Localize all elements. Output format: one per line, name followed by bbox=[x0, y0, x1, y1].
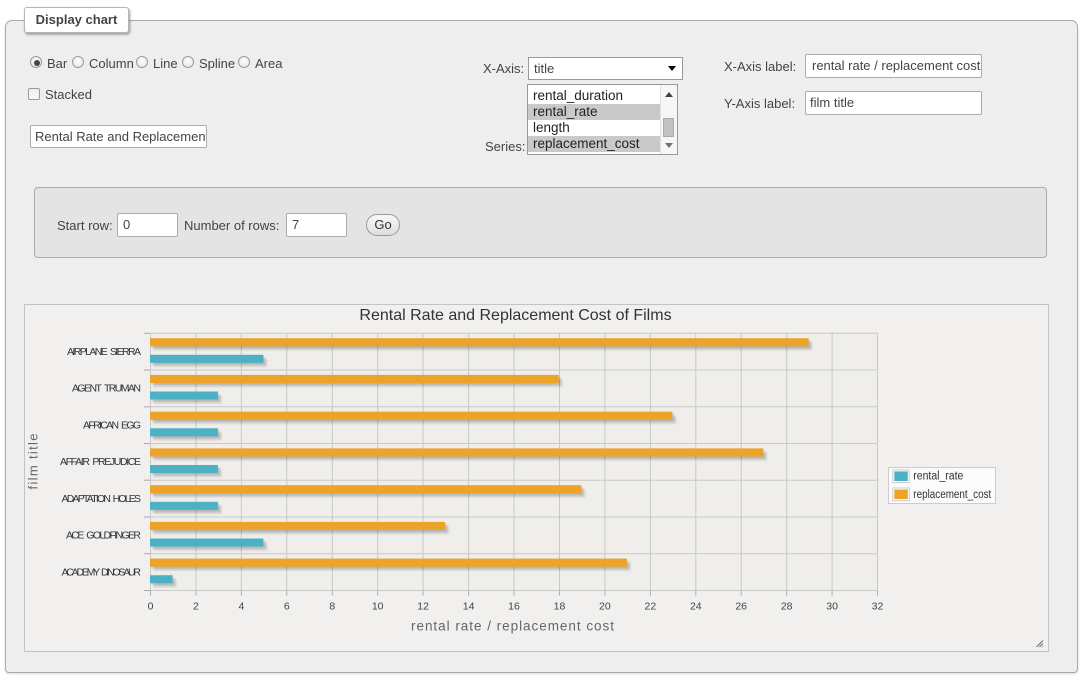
svg-text:30: 30 bbox=[826, 601, 838, 613]
svg-text:ACE GOLDFINGER: ACE GOLDFINGER bbox=[66, 530, 141, 542]
svg-text:AIRPLANE SIERRA: AIRPLANE SIERRA bbox=[67, 346, 141, 358]
svg-text:28: 28 bbox=[781, 601, 793, 613]
svg-text:AFFAIR PREJUDICE: AFFAIR PREJUDICE bbox=[60, 456, 141, 468]
svg-text:4: 4 bbox=[238, 601, 244, 613]
svg-text:replacement_cost: replacement_cost bbox=[913, 489, 992, 501]
svg-text:ADAPTATION HOLES: ADAPTATION HOLES bbox=[62, 493, 142, 505]
svg-text:8: 8 bbox=[329, 601, 335, 613]
svg-text:14: 14 bbox=[463, 601, 475, 613]
svg-text:24: 24 bbox=[690, 601, 702, 613]
svg-text:22: 22 bbox=[645, 601, 657, 613]
svg-text:rental_rate: rental_rate bbox=[913, 471, 963, 483]
svg-text:18: 18 bbox=[554, 601, 566, 613]
svg-text:2: 2 bbox=[193, 601, 199, 613]
svg-text:6: 6 bbox=[284, 601, 290, 613]
svg-text:12: 12 bbox=[417, 601, 429, 613]
svg-text:AGENT TRUMAN: AGENT TRUMAN bbox=[72, 383, 141, 395]
svg-text:10: 10 bbox=[372, 601, 384, 613]
svg-text:AFRICAN EGG: AFRICAN EGG bbox=[83, 420, 141, 432]
svg-text:32: 32 bbox=[872, 601, 884, 613]
svg-text:20: 20 bbox=[599, 601, 611, 613]
svg-text:Rental Rate and Replacement Co: Rental Rate and Replacement Cost of Film… bbox=[359, 307, 671, 324]
svg-text:0: 0 bbox=[148, 601, 154, 613]
svg-text:16: 16 bbox=[508, 601, 520, 613]
svg-text:film title: film title bbox=[26, 434, 41, 490]
svg-text:ACADEMY DINOSAUR: ACADEMY DINOSAUR bbox=[62, 566, 142, 578]
svg-text:rental rate / replacement cost: rental rate / replacement cost bbox=[411, 618, 614, 633]
svg-text:26: 26 bbox=[735, 601, 747, 613]
